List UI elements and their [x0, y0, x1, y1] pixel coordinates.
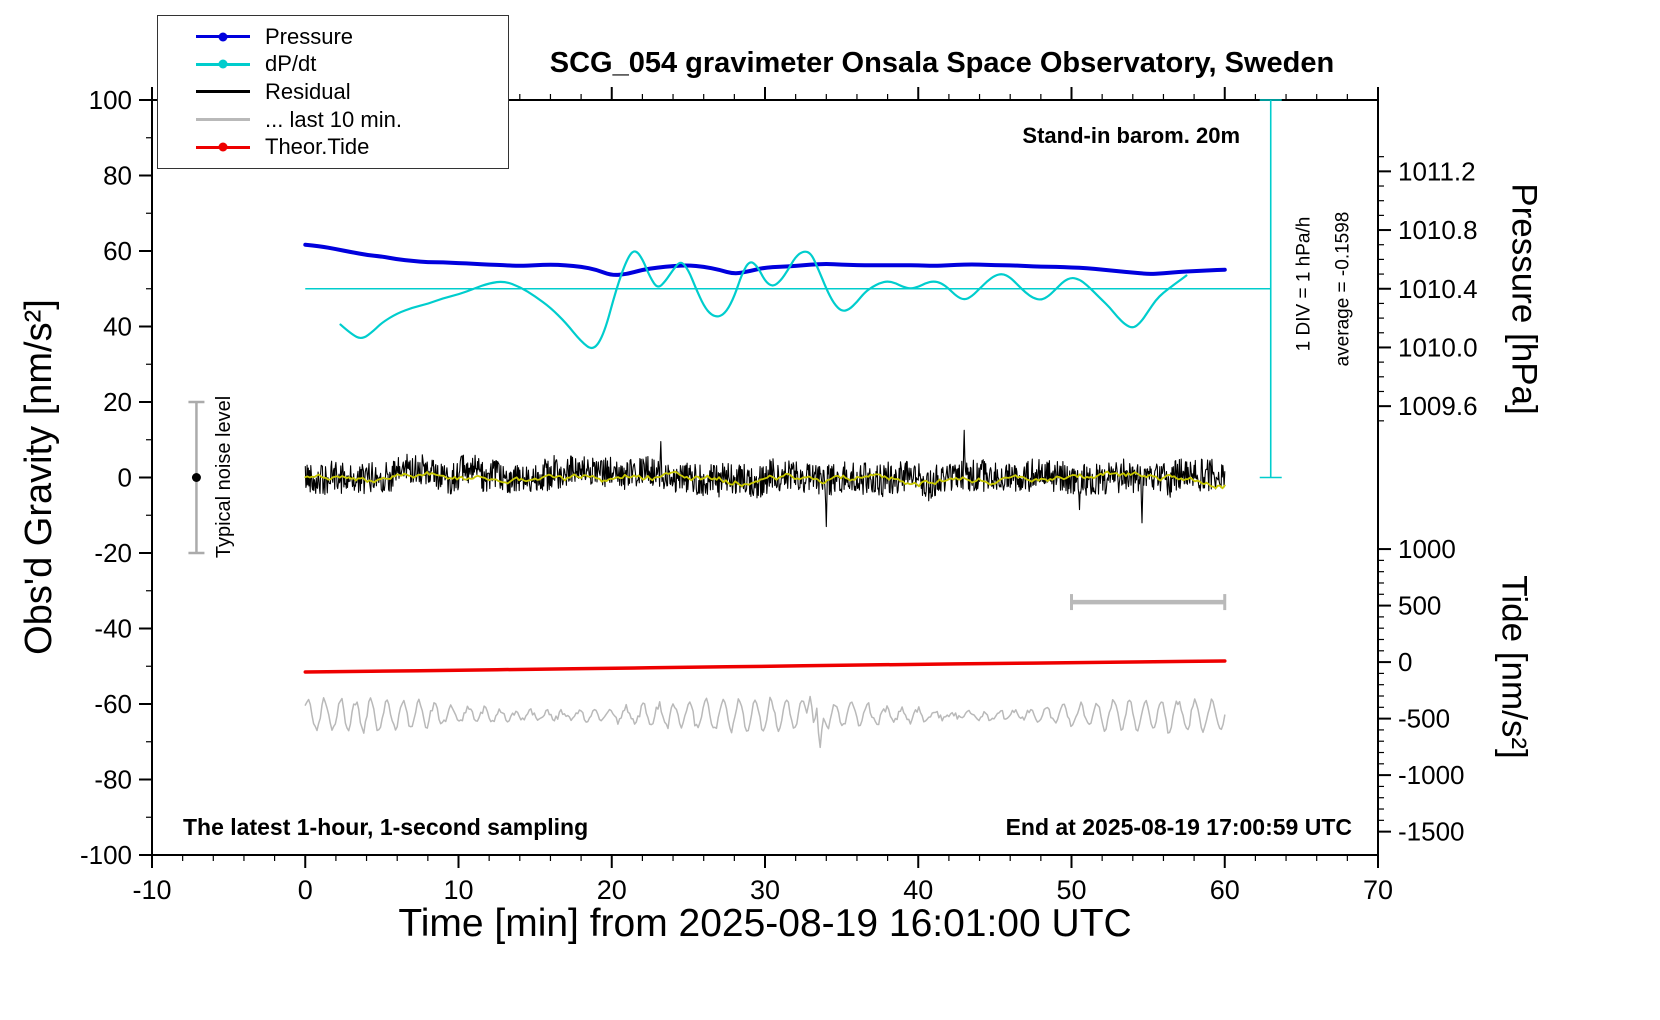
svg-text:0: 0: [1398, 647, 1412, 677]
svg-text:-60: -60: [94, 689, 132, 719]
svg-text:100: 100: [89, 85, 132, 115]
svg-text:60: 60: [103, 236, 132, 266]
legend-marker-dot: [218, 59, 228, 69]
left-y-axis-label: Obs'd Gravity [nm/s²]: [18, 299, 61, 655]
svg-text:1009.6: 1009.6: [1398, 391, 1478, 421]
svg-text:10: 10: [443, 875, 473, 905]
barometer-note: Stand-in barom. 20m: [1022, 123, 1240, 148]
svg-text:-40: -40: [94, 614, 132, 644]
svg-text:0: 0: [298, 875, 313, 905]
svg-text:40: 40: [103, 312, 132, 342]
legend-item-dpdt: dP/dt: [196, 51, 508, 77]
svg-text:-80: -80: [94, 765, 132, 795]
svg-text:500: 500: [1398, 591, 1441, 621]
svg-text:80: 80: [103, 161, 132, 191]
legend-label: dP/dt: [265, 51, 317, 77]
legend-line: [196, 142, 250, 152]
svg-text:70: 70: [1363, 875, 1393, 905]
div-scale-note: 1 DIV = 1 hPa/h: [1293, 216, 1315, 352]
legend-label: ... last 10 min.: [265, 106, 402, 132]
legend-label: Pressure: [265, 23, 354, 49]
chart-title: SCG_054 gravimeter Onsala Space Observat…: [549, 47, 1335, 79]
svg-text:20: 20: [597, 875, 627, 905]
svg-text:20: 20: [103, 387, 132, 417]
svg-text:1010.4: 1010.4: [1398, 274, 1478, 304]
legend-item-last10min: ... last 10 min.: [196, 107, 508, 133]
svg-text:0: 0: [118, 463, 132, 493]
tide-axis-label: Tide [nm/s²]: [1494, 575, 1534, 759]
legend-line: [196, 118, 250, 122]
svg-text:1010.8: 1010.8: [1398, 215, 1478, 245]
pressure-axis-label: Pressure [hPa]: [1504, 183, 1544, 415]
svg-text:-20: -20: [94, 538, 132, 568]
legend-marker-dot: [218, 142, 228, 152]
legend: Pressure dP/dt Residual ... last 10 min.…: [157, 15, 509, 169]
svg-text:60: 60: [1210, 875, 1240, 905]
svg-text:1010.0: 1010.0: [1398, 332, 1478, 362]
sampling-note: The latest 1-hour, 1-second sampling: [183, 814, 589, 840]
svg-text:-1000: -1000: [1398, 760, 1465, 790]
legend-line: [196, 90, 250, 94]
svg-text:-10: -10: [132, 875, 171, 905]
legend-marker-dot: [218, 32, 228, 42]
svg-text:1011.2: 1011.2: [1398, 156, 1476, 186]
typical-noise-level-label: Typical noise level: [213, 395, 235, 559]
svg-text:-1500: -1500: [1398, 817, 1465, 847]
x-axis-label: Time [min] from 2025-08-19 16:01:00 UTC: [398, 902, 1132, 945]
svg-text:30: 30: [750, 875, 780, 905]
svg-text:50: 50: [1056, 875, 1086, 905]
svg-text:40: 40: [903, 875, 933, 905]
legend-item-theortide: Theor.Tide: [196, 134, 508, 160]
svg-text:1000: 1000: [1398, 534, 1456, 564]
legend-line: [196, 32, 250, 42]
average-note: average = -0.1598: [1332, 211, 1354, 367]
legend-label: Theor.Tide: [265, 134, 370, 160]
legend-label: Residual: [265, 78, 351, 104]
svg-text:-100: -100: [80, 840, 132, 870]
legend-item-residual: Residual: [196, 79, 508, 105]
legend-line: [196, 59, 250, 69]
legend-item-pressure: Pressure: [196, 24, 508, 50]
end-time-note: End at 2025-08-19 17:00:59 UTC: [1005, 814, 1352, 840]
svg-text:-500: -500: [1398, 704, 1450, 734]
